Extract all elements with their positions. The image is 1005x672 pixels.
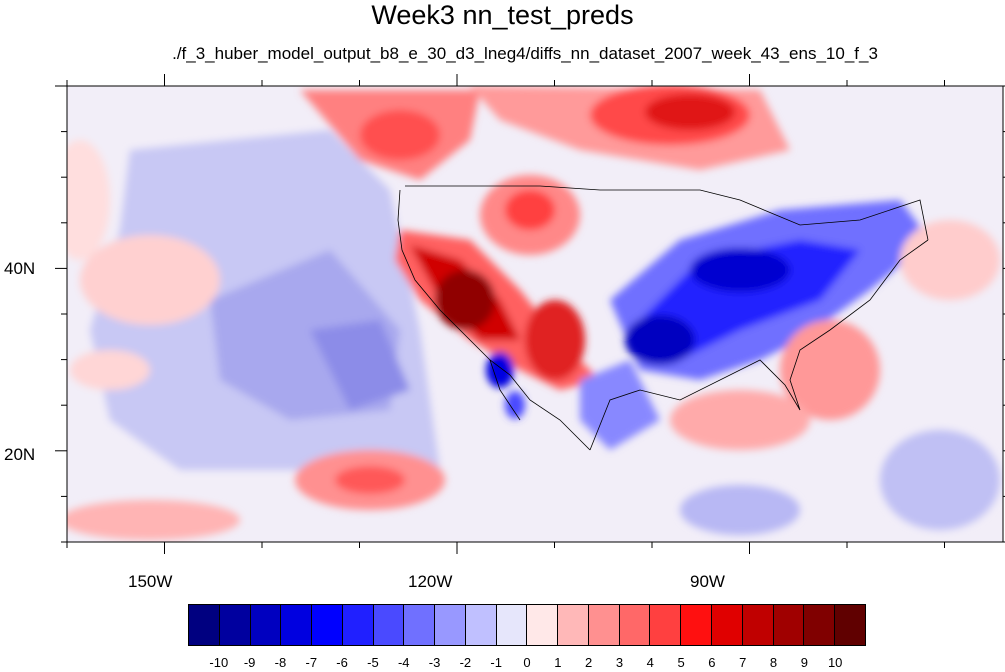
lon-label-150w: 150W [128,572,173,591]
colorbar-label: -1 [490,655,502,670]
colorbar-label: -10 [209,655,229,670]
colorbar-label: -7 [305,655,318,670]
colorbar-cell [250,605,282,645]
colorbar-label: 8 [769,655,778,670]
colorbar-cell [619,605,651,645]
colorbar-cell [373,605,405,645]
colorbar-label: 6 [708,655,716,670]
colorbar-label: 4 [646,655,654,670]
colorbar-label: 9 [800,655,808,670]
colorbar-label: -4 [397,655,410,670]
colorbar-cell [558,605,589,645]
colorbar-label: 5 [677,655,685,670]
colorbar-label: 3 [615,655,624,670]
colorbar-cell [404,605,436,645]
map-subtitle: ./f_3_huber_model_output_b8_e_30_d3_lneg… [172,44,878,63]
colorbar-cell [342,605,374,645]
colorbar-cell [650,605,682,645]
colorbar-cell [588,605,620,645]
colorbar-cell [189,605,220,645]
colorbar-label: -3 [428,655,441,670]
colorbar-cell [496,605,528,645]
colorbar-cell [312,605,343,645]
colorbar-cell [712,605,743,645]
map-plot [55,74,1005,554]
lat-label-20n: 20N [4,445,36,464]
colorbar-label: 10 [827,655,843,670]
colorbar-cell [435,605,466,645]
field-layer [67,86,1003,542]
colorbar [188,604,866,646]
colorbar-cell [835,605,865,645]
colorbar-label: -8 [274,655,287,670]
colorbar-cell [219,605,251,645]
lon-label-120w: 120W [408,572,453,591]
map-title: Week3 nn_test_preds [371,0,634,30]
lat-label-40n: 40N [4,259,36,278]
colorbar-cell [281,605,313,645]
lon-label-90w: 90W [690,572,725,591]
colorbar-label: 2 [585,655,593,670]
colorbar-cell [804,605,836,645]
colorbar-cell [465,605,497,645]
axis-ticks [55,74,1005,554]
colorbar-label: 1 [554,655,562,670]
colorbar-cell [527,605,559,645]
colorbar-label: -9 [243,655,256,670]
colorbar-label: -6 [336,655,348,670]
colorbar-label: -2 [459,655,472,670]
colorbar-label: 7 [739,655,747,670]
colorbar-cell [681,605,713,645]
colorbar-cell [742,605,774,645]
colorbar-label: -5 [367,655,379,670]
colorbar-cell [773,605,805,645]
colorbar-label: 0 [523,655,531,670]
